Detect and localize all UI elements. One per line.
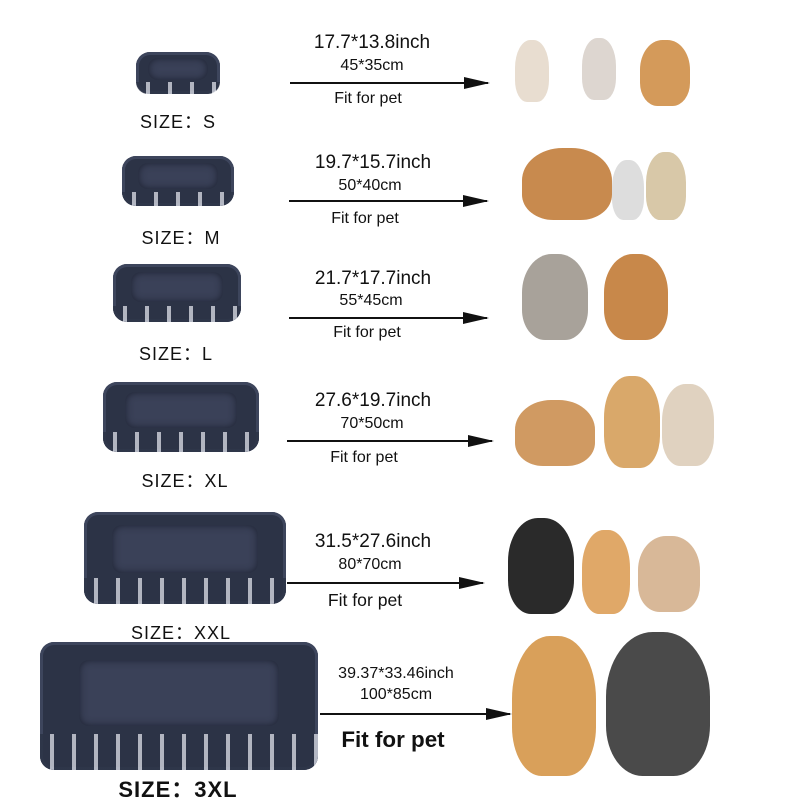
- dimension-inch: 17.7*13.8inch: [313, 32, 431, 53]
- bed-pattern-band: [40, 734, 318, 770]
- bed-cushion: [137, 163, 219, 189]
- pet-photo: [638, 536, 700, 612]
- pet-photo: [515, 40, 549, 102]
- bed-pattern-band: [103, 432, 259, 452]
- dimension-inch: 21.7*17.7inch: [314, 268, 432, 289]
- pet-photo: [582, 530, 630, 614]
- dimension-cm: 45*35cm: [340, 57, 404, 74]
- size-label: SIZE：S: [139, 112, 217, 132]
- pet-bed-image: [122, 156, 234, 206]
- bed-pattern-band: [122, 192, 234, 206]
- pet-bed-image: [136, 52, 220, 94]
- bed-cushion: [147, 57, 209, 80]
- size-label: SIZE：L: [138, 344, 214, 364]
- size-label: SIZE：XL: [141, 471, 229, 491]
- pet-photo: [612, 160, 644, 220]
- arrow-icon: [287, 577, 485, 589]
- pet-photo: [604, 376, 660, 468]
- arrow-icon: [290, 77, 490, 89]
- arrow-icon: [320, 708, 512, 720]
- fit-for-pet-label: Fit for pet: [333, 324, 401, 341]
- bed-cushion: [124, 391, 238, 429]
- bed-cushion: [130, 272, 224, 303]
- pet-photo: [604, 254, 668, 340]
- pet-photo: [582, 38, 616, 100]
- fit-for-pet-label: Fit for pet: [330, 449, 398, 466]
- dimension-inch: 31.5*27.6inch: [314, 531, 432, 552]
- bed-cushion: [78, 659, 280, 727]
- arrow-icon: [287, 435, 494, 447]
- dimension-inch: 19.7*15.7inch: [314, 152, 432, 173]
- pet-photo: [606, 632, 710, 776]
- pet-photo: [522, 254, 588, 340]
- pet-photo: [512, 636, 596, 776]
- pet-bed-image: [113, 264, 241, 322]
- bed-cushion: [112, 524, 258, 573]
- bed-pattern-band: [136, 82, 220, 94]
- pet-photo: [662, 384, 714, 466]
- size-label: SIZE：M: [141, 228, 221, 248]
- fit-for-pet-label: Fit for pet: [327, 590, 403, 610]
- fit-for-pet-label: Fit for pet: [331, 210, 399, 227]
- pet-bed-image: [84, 512, 286, 604]
- fit-for-pet-label: Fit for pet: [341, 727, 445, 752]
- arrow-icon: [289, 195, 489, 207]
- pet-photo: [508, 518, 574, 614]
- pet-photo: [515, 400, 595, 466]
- pet-photo: [522, 148, 612, 220]
- dimension-cm: 70*50cm: [340, 415, 404, 432]
- dimension-inch: 27.6*19.7inch: [314, 390, 432, 411]
- dimension-cm: 100*85cm: [359, 686, 433, 703]
- bed-pattern-band: [84, 578, 286, 604]
- pet-photo: [646, 152, 686, 220]
- pet-photo: [640, 40, 690, 106]
- dimension-cm: 50*40cm: [338, 177, 402, 194]
- bed-pattern-band: [113, 305, 241, 322]
- pet-bed-image: [103, 382, 259, 452]
- pet-bed-image: [40, 642, 318, 770]
- arrow-icon: [289, 312, 489, 324]
- fit-for-pet-label: Fit for pet: [334, 90, 402, 107]
- size-label: SIZE：3XL: [118, 777, 238, 800]
- dimension-cm: 80*70cm: [338, 556, 402, 573]
- dimension-inch: 39.37*33.46inch: [338, 665, 454, 682]
- size-label: SIZE：XXL: [130, 623, 232, 643]
- dimension-cm: 55*45cm: [339, 292, 403, 309]
